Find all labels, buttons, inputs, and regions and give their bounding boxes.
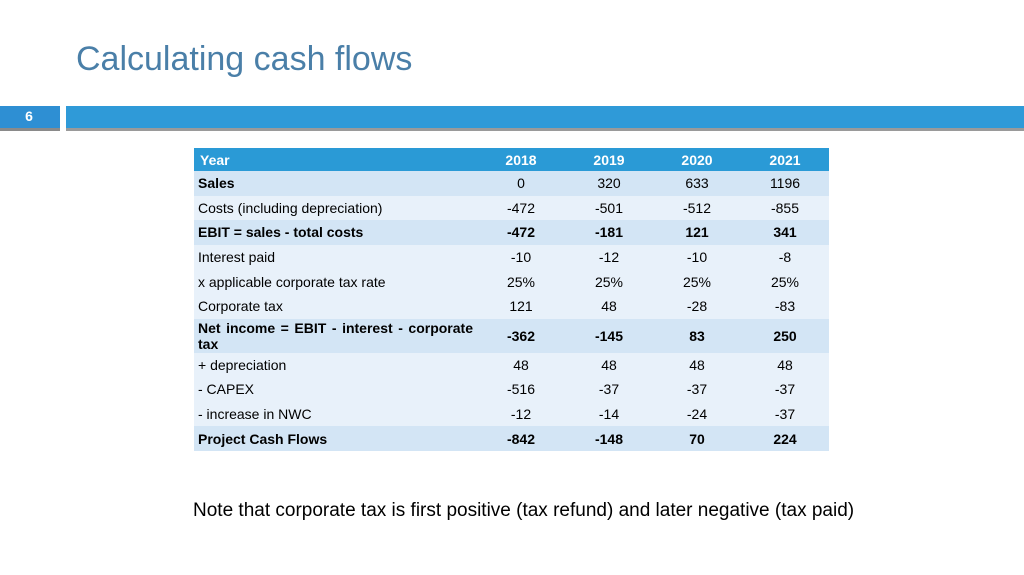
- cell-value: -10: [477, 244, 565, 270]
- cell-value: 70: [653, 426, 741, 451]
- row-label: - CAPEX: [194, 377, 477, 402]
- table-row-sales: Sales 0 320 633 1196: [194, 171, 829, 196]
- cell-value: 224: [741, 426, 829, 451]
- cell-value: -855: [741, 195, 829, 221]
- cell-value: -24: [653, 401, 741, 427]
- row-label: x applicable corporate tax rate: [194, 269, 477, 294]
- cell-value: 25%: [477, 269, 565, 294]
- cell-value: -37: [741, 377, 829, 402]
- cell-value: -37: [741, 401, 829, 427]
- row-label: Costs (including depreciation): [194, 195, 477, 221]
- cell-value: -181: [565, 220, 653, 245]
- title-divider-bar: [66, 106, 1024, 128]
- cell-value: -472: [477, 195, 565, 221]
- table-row-tax-rate: x applicable corporate tax rate 25% 25% …: [194, 269, 829, 294]
- cell-value: -148: [565, 426, 653, 451]
- table-row-corporate-tax: Corporate tax 121 48 -28 -83: [194, 293, 829, 319]
- page-number: 6: [25, 108, 33, 124]
- header-cell-2018: 2018: [477, 148, 565, 171]
- cell-value: -37: [565, 377, 653, 402]
- cell-value: 320: [565, 171, 653, 196]
- cell-value: 83: [653, 318, 741, 353]
- cell-value: 341: [741, 220, 829, 245]
- cell-value: 25%: [565, 269, 653, 294]
- cell-value: -10: [653, 244, 741, 270]
- header-cell-year: Year: [194, 148, 477, 171]
- table-row-project-cash-flows: Project Cash Flows -842 -148 70 224: [194, 426, 829, 451]
- cell-value: 121: [477, 293, 565, 319]
- cell-value: -362: [477, 318, 565, 353]
- row-label: Interest paid: [194, 244, 477, 270]
- header-cell-2020: 2020: [653, 148, 741, 171]
- row-label: Net income = EBIT - interest - corporate…: [194, 318, 477, 353]
- header-cell-2019: 2019: [565, 148, 653, 171]
- page-number-badge: 6: [0, 106, 60, 128]
- cash-flow-table: Year 2018 2019 2020 2021 Sales 0 320 633…: [194, 148, 829, 451]
- cell-value: 633: [653, 171, 741, 196]
- row-label: + depreciation: [194, 352, 477, 378]
- cell-value: -28: [653, 293, 741, 319]
- row-label: Sales: [194, 171, 477, 196]
- cell-value: 250: [741, 318, 829, 353]
- cell-value: 0: [477, 171, 565, 196]
- cell-value: 25%: [653, 269, 741, 294]
- table-row-nwc: - increase in NWC -12 -14 -24 -37: [194, 401, 829, 427]
- row-label: Project Cash Flows: [194, 426, 477, 451]
- table-row-costs: Costs (including depreciation) -472 -501…: [194, 195, 829, 221]
- cell-value: -83: [741, 293, 829, 319]
- cell-value: -145: [565, 318, 653, 353]
- table-row-depreciation: + depreciation 48 48 48 48: [194, 352, 829, 378]
- header-cell-2021: 2021: [741, 148, 829, 171]
- row-label: EBIT = sales - total costs: [194, 220, 477, 245]
- table-row-capex: - CAPEX -516 -37 -37 -37: [194, 377, 829, 402]
- slide-title: Calculating cash flows: [76, 40, 413, 78]
- cell-value: -501: [565, 195, 653, 221]
- cell-value: 121: [653, 220, 741, 245]
- cell-value: 48: [477, 352, 565, 378]
- cell-value: -12: [477, 401, 565, 427]
- cell-value: -14: [565, 401, 653, 427]
- cell-value: 1196: [741, 171, 829, 196]
- footnote: Note that corporate tax is first positiv…: [193, 500, 855, 521]
- table-row-ebit: EBIT = sales - total costs -472 -181 121…: [194, 220, 829, 245]
- cell-value: -842: [477, 426, 565, 451]
- table-header-row: Year 2018 2019 2020 2021: [194, 148, 829, 171]
- row-label: Corporate tax: [194, 293, 477, 319]
- cell-value: 48: [741, 352, 829, 378]
- cell-value: 48: [565, 293, 653, 319]
- cell-value: 48: [653, 352, 741, 378]
- row-label: - increase in NWC: [194, 401, 477, 427]
- table-row-net-income: Net income = EBIT - interest - corporate…: [194, 318, 829, 353]
- cell-value: -512: [653, 195, 741, 221]
- cell-value: -472: [477, 220, 565, 245]
- cell-value: -8: [741, 244, 829, 270]
- cell-value: -37: [653, 377, 741, 402]
- cell-value: 48: [565, 352, 653, 378]
- cell-value: -12: [565, 244, 653, 270]
- cell-value: -516: [477, 377, 565, 402]
- table-row-interest: Interest paid -10 -12 -10 -8: [194, 244, 829, 270]
- cell-value: 25%: [741, 269, 829, 294]
